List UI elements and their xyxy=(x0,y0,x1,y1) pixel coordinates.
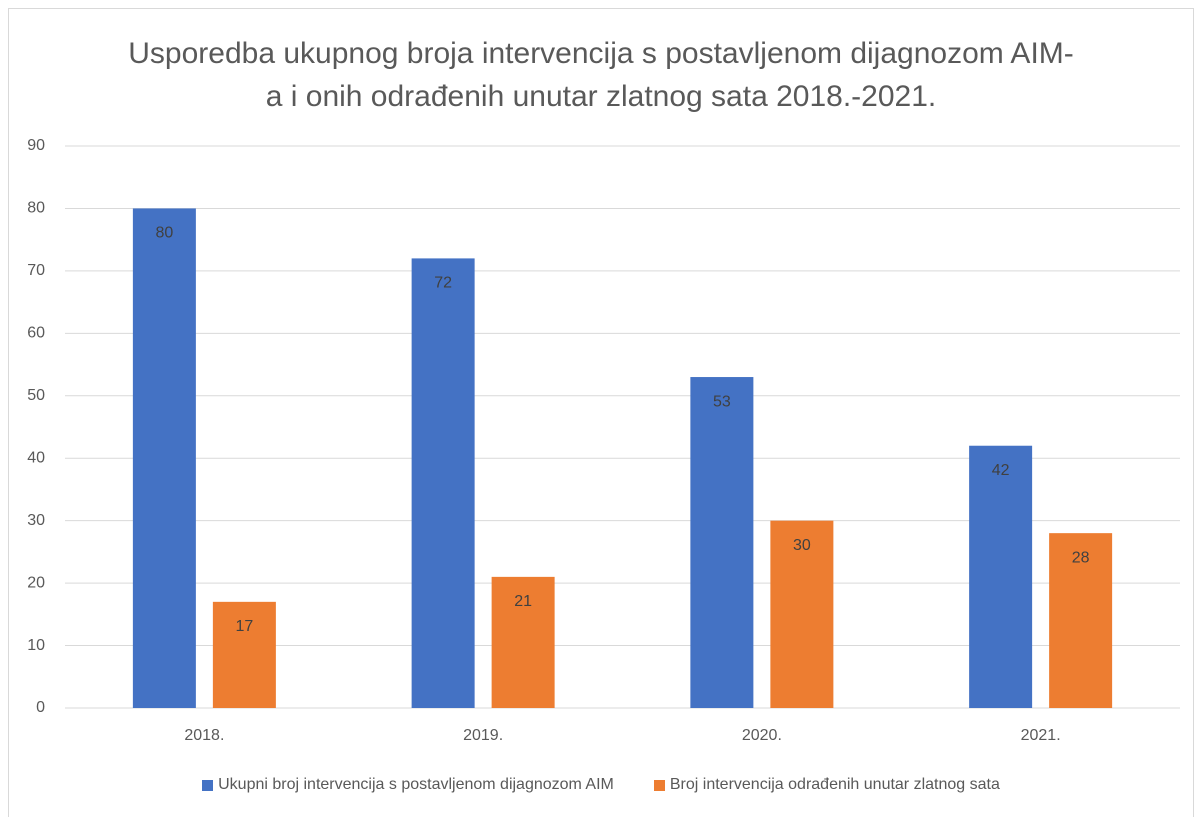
chart-title: Usporedba ukupnog broja intervencija s p… xyxy=(128,37,1074,113)
chart-border xyxy=(8,8,1194,817)
y-tick-label: 90 xyxy=(27,137,45,154)
y-tick-label: 40 xyxy=(27,449,45,466)
data-label: 30 xyxy=(793,537,811,554)
bar xyxy=(491,576,555,708)
y-tick-label: 50 xyxy=(27,387,45,404)
data-label: 21 xyxy=(514,593,532,610)
y-tick-label: 80 xyxy=(27,200,45,217)
bar xyxy=(132,208,196,708)
y-tick-label: 70 xyxy=(27,262,45,279)
bar xyxy=(1049,533,1113,708)
legend-label: Ukupni broj intervencija s postavljenom … xyxy=(218,776,614,793)
bar xyxy=(690,377,754,708)
bar xyxy=(770,520,834,708)
legend-item: Ukupni broj intervencija s postavljenom … xyxy=(202,776,614,794)
legend-label: Broj intervencija odrađenih unutar zlatn… xyxy=(669,776,1000,793)
data-label: 80 xyxy=(155,225,173,242)
data-label: 53 xyxy=(713,393,731,410)
x-tick-label: 2021. xyxy=(1021,727,1061,744)
legend-item: Broj intervencija odrađenih unutar zlatn… xyxy=(653,776,1000,794)
bar xyxy=(411,258,475,708)
x-tick-label: 2018. xyxy=(184,727,224,744)
y-tick-label: 10 xyxy=(27,637,45,654)
y-tick-label: 60 xyxy=(27,325,45,342)
x-tick-label: 2019. xyxy=(463,727,503,744)
legend-swatch xyxy=(202,779,214,791)
legend: Ukupni broj intervencija s postavljenom … xyxy=(0,776,1202,794)
y-tick-label: 20 xyxy=(27,574,45,591)
y-tick-label: 30 xyxy=(27,512,45,529)
data-label: 17 xyxy=(235,618,253,635)
bar xyxy=(212,601,276,708)
data-label: 72 xyxy=(434,275,452,292)
data-label: 42 xyxy=(992,462,1010,479)
legend-swatch xyxy=(653,779,665,791)
x-tick-label: 2020. xyxy=(742,727,782,744)
data-label: 28 xyxy=(1072,549,1090,566)
bar xyxy=(969,445,1033,708)
y-tick-label: 0 xyxy=(36,699,45,716)
